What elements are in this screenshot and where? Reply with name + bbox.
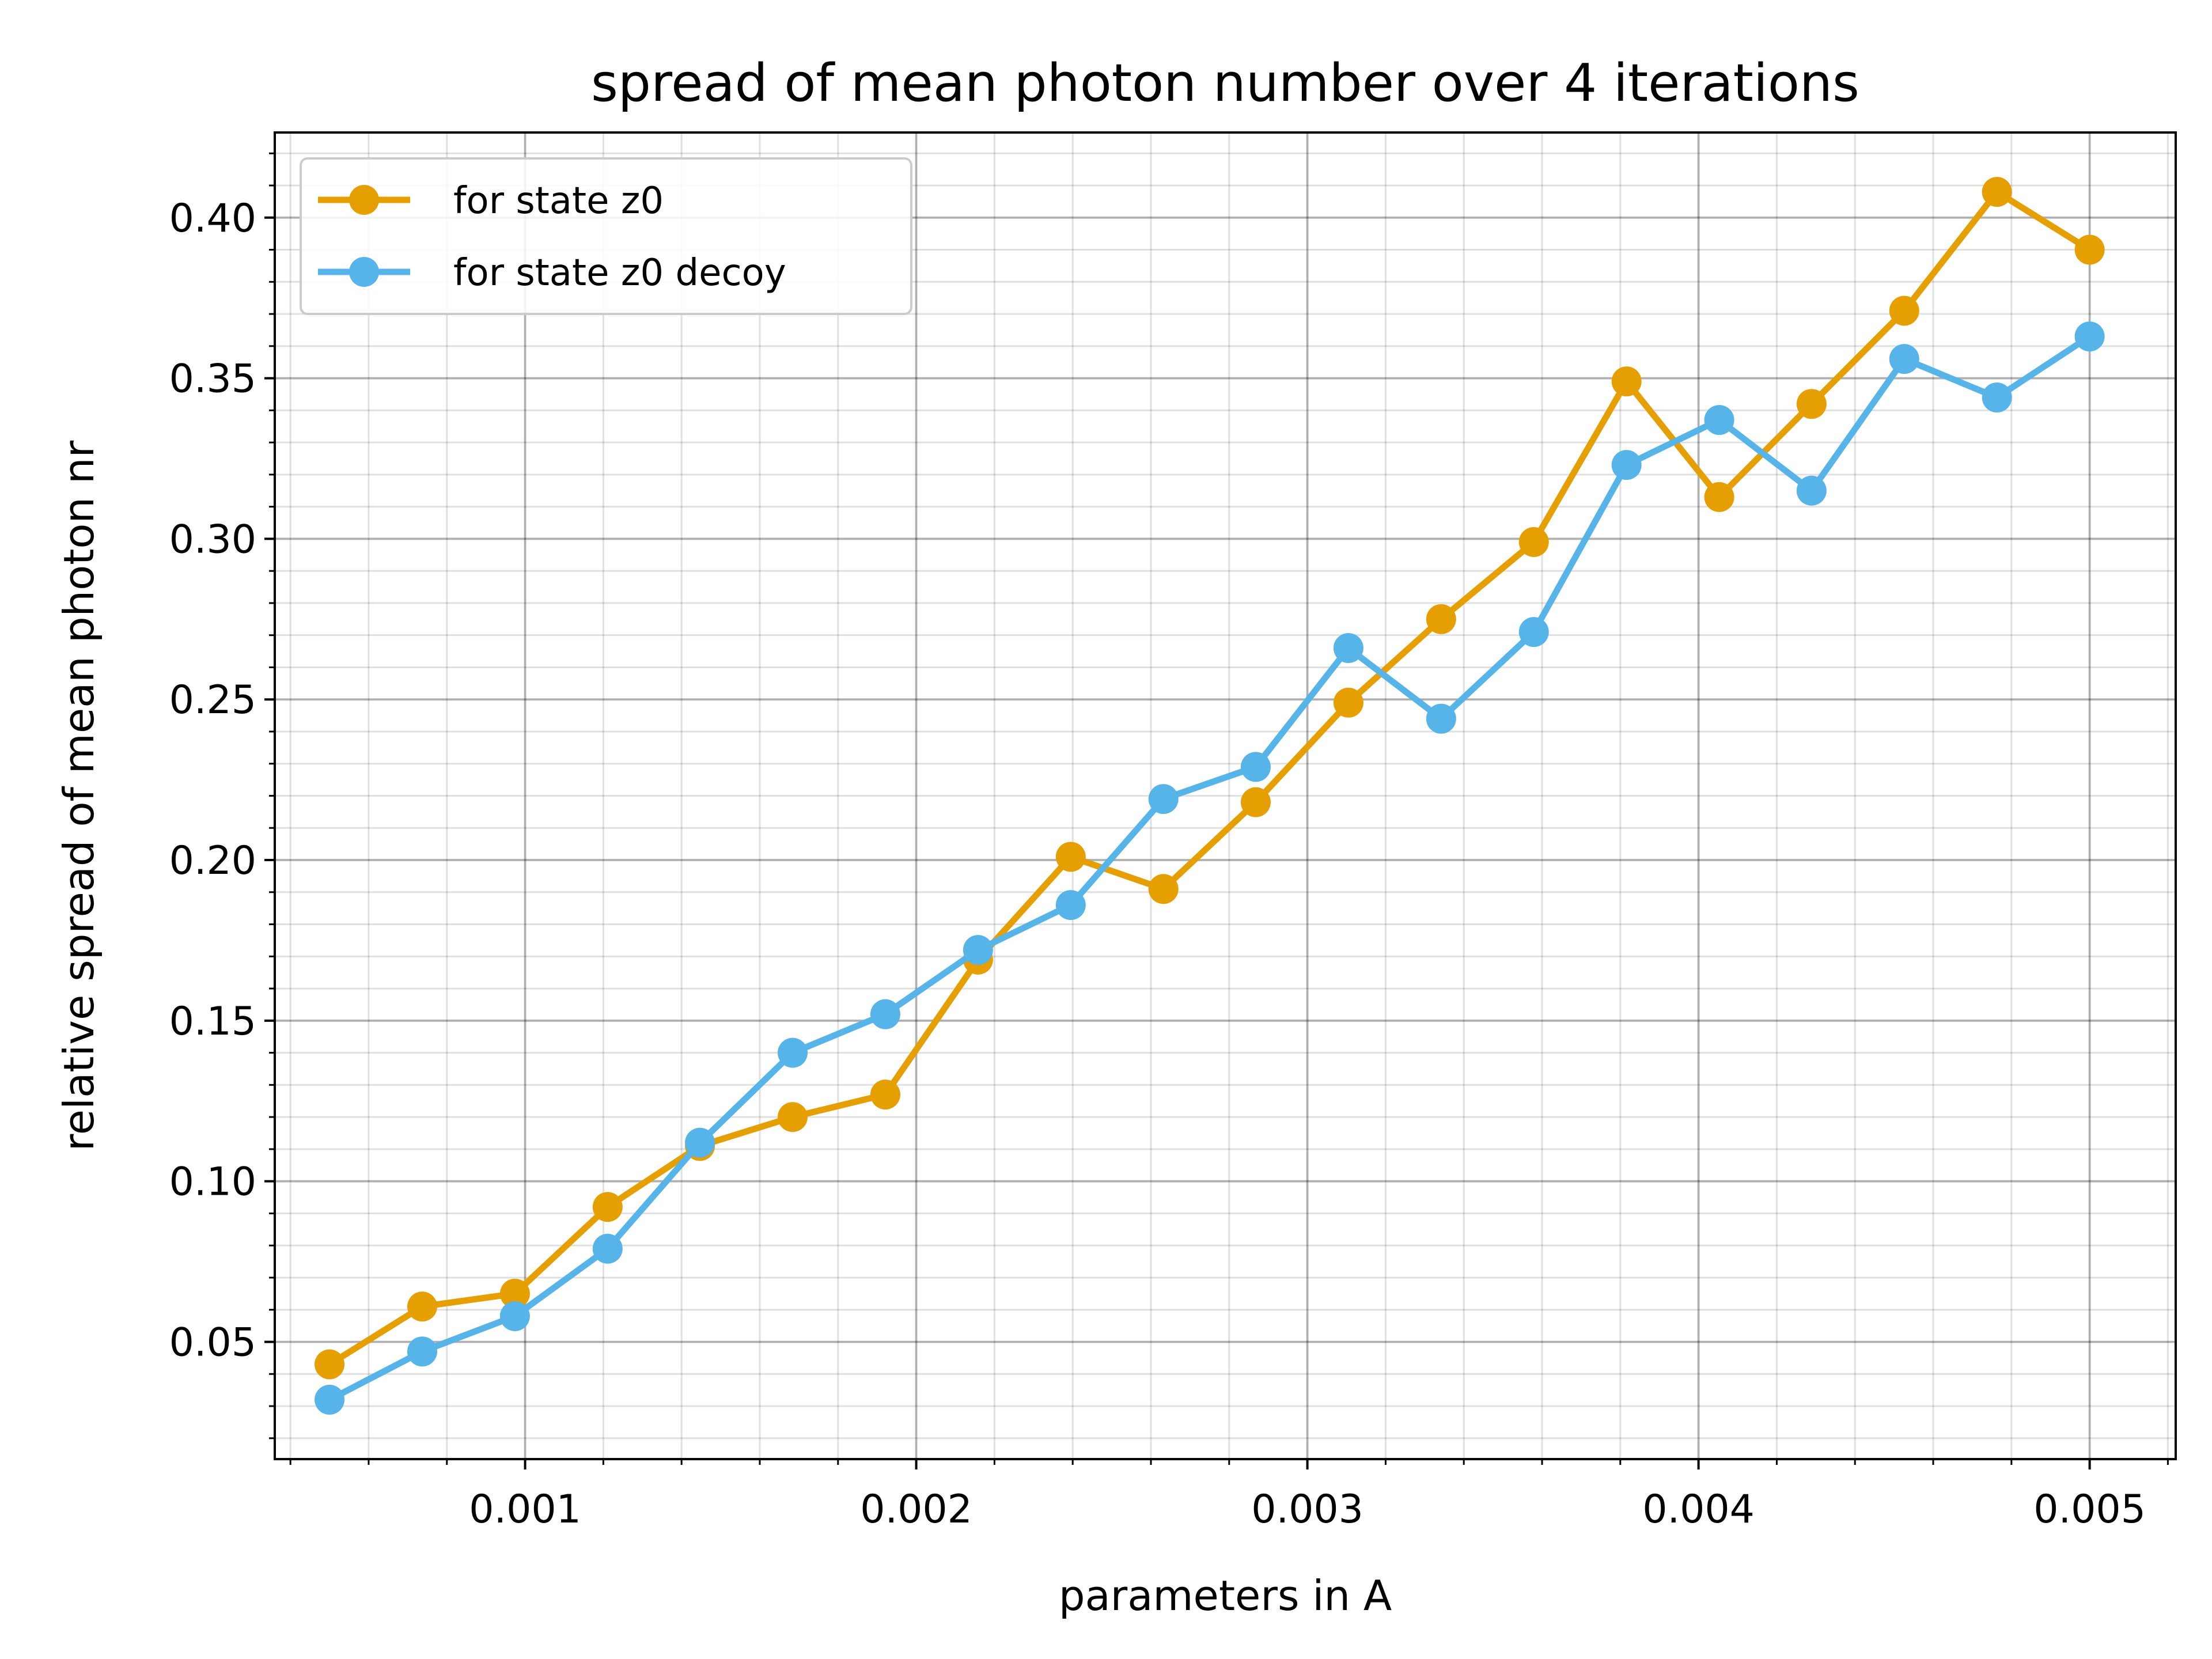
- y-tick-label: 0.25: [169, 677, 256, 723]
- series-group: [315, 177, 2105, 1415]
- data-point: [1148, 784, 1179, 815]
- chart-title: spread of mean photon number over 4 iter…: [591, 53, 1859, 113]
- data-point: [592, 1192, 623, 1222]
- x-tick-label: 0.002: [860, 1487, 972, 1532]
- data-point: [315, 1349, 345, 1380]
- data-point: [1796, 389, 1827, 419]
- data-point: [1240, 752, 1271, 782]
- y-tick-label: 0.35: [169, 357, 256, 402]
- legend-item: for state z0: [318, 180, 664, 222]
- data-point: [499, 1301, 530, 1331]
- data-point: [1982, 382, 2012, 413]
- data-point: [1704, 482, 1734, 512]
- x-tick-label: 0.004: [1642, 1487, 1755, 1532]
- data-point: [1518, 527, 1549, 557]
- legend-marker: [349, 257, 379, 287]
- legend: for state z0 for state z0 decoy: [300, 157, 912, 315]
- data-point: [1055, 842, 1086, 872]
- y-tick-label: 0.05: [169, 1320, 256, 1365]
- data-point: [1333, 687, 1363, 718]
- data-point: [1518, 617, 1549, 647]
- data-point: [1333, 632, 1363, 663]
- data-point: [407, 1336, 437, 1367]
- legend-box: [300, 157, 912, 315]
- data-point: [1704, 405, 1734, 435]
- data-point: [592, 1233, 623, 1264]
- data-point: [1426, 703, 1456, 734]
- data-point: [2074, 234, 2105, 265]
- data-point: [499, 1278, 530, 1309]
- x-axis-label: parameters in A: [1059, 1571, 1392, 1620]
- data-point: [1889, 296, 1919, 326]
- legend-label: for state z0 decoy: [453, 252, 786, 294]
- data-point: [2074, 321, 2105, 352]
- data-point: [1611, 450, 1642, 480]
- data-point: [963, 935, 993, 965]
- x-tick-label: 0.005: [2033, 1487, 2146, 1532]
- legend-marker: [349, 185, 379, 215]
- series-line: [326, 333, 2093, 1403]
- y-tick-label: 0.15: [169, 999, 256, 1044]
- data-point: [778, 1102, 808, 1132]
- data-point: [1796, 475, 1827, 506]
- grid: [275, 132, 2176, 1459]
- data-point: [1426, 604, 1456, 634]
- data-point: [1611, 366, 1642, 397]
- x-tick-label: 0.001: [469, 1487, 581, 1532]
- data-point: [778, 1037, 808, 1068]
- legend-item: for state z0 decoy: [318, 252, 786, 294]
- y-tick-label: 0.20: [169, 838, 256, 884]
- data-point: [1055, 890, 1086, 921]
- series-2: [315, 321, 2105, 1415]
- data-point: [407, 1291, 437, 1322]
- ticks: 0.001 0.002 0.003 0.004 0.005 0.05 0.10 0.15 0.2…: [169, 152, 2169, 1532]
- data-point: [1982, 177, 2012, 207]
- y-tick-label: 0.40: [169, 196, 256, 241]
- x-tick-label: 0.003: [1251, 1487, 1363, 1532]
- data-point: [1148, 874, 1179, 904]
- y-tick-label: 0.10: [169, 1160, 256, 1205]
- data-point: [870, 999, 900, 1029]
- data-point: [685, 1127, 715, 1158]
- data-point: [870, 1080, 900, 1110]
- data-point: [1240, 787, 1271, 817]
- data-point: [1889, 344, 1919, 374]
- legend-label: for state z0: [453, 180, 664, 222]
- series-line: [326, 188, 2093, 1368]
- y-axis-label: relative spread of mean photon nr: [55, 440, 103, 1151]
- data-point: [315, 1384, 345, 1415]
- y-tick-label: 0.30: [169, 517, 256, 562]
